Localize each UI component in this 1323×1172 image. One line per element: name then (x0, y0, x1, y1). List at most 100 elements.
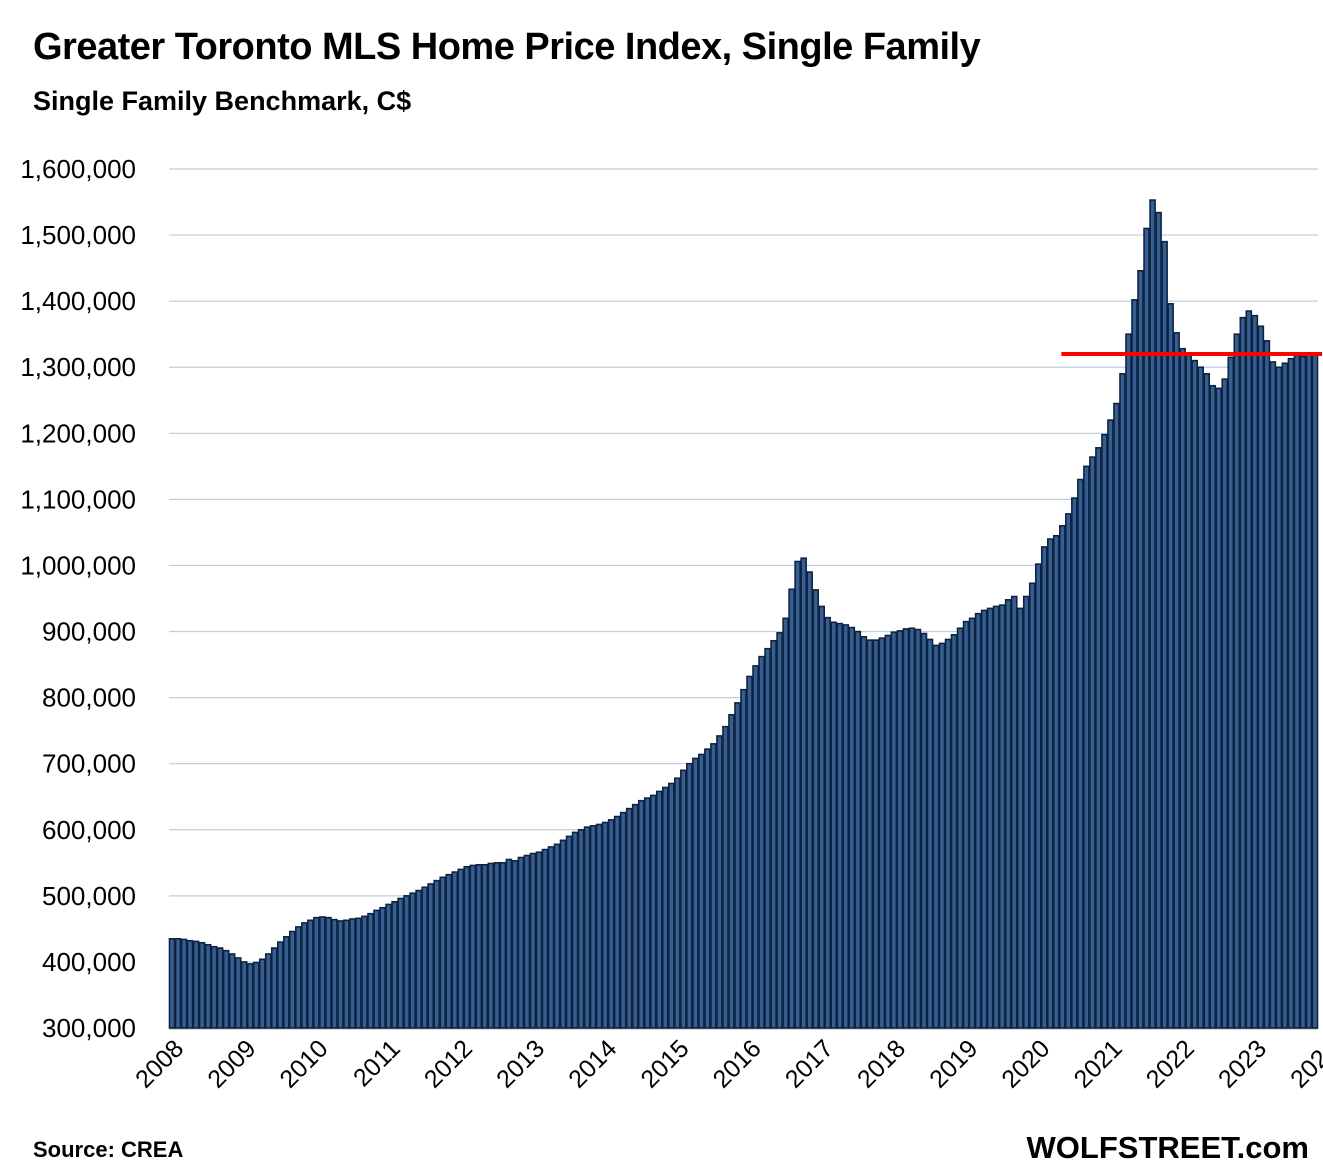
bar (222, 949, 230, 1029)
bar (824, 616, 832, 1029)
bar (860, 636, 868, 1029)
bar (547, 846, 555, 1029)
x-tick-label: 2011 (348, 1034, 406, 1092)
x-tick-label: 2019 (924, 1034, 983, 1093)
y-tick-label: 500,000 (42, 881, 136, 911)
y-tick-label: 600,000 (42, 815, 136, 845)
bar (1257, 325, 1265, 1029)
bar (565, 835, 573, 1029)
bar (607, 819, 615, 1029)
bar (692, 757, 699, 1029)
bar (1215, 387, 1223, 1029)
bar (373, 909, 380, 1029)
bar (361, 915, 368, 1029)
y-tick-label: 800,000 (42, 683, 136, 713)
bar (1281, 362, 1289, 1029)
bar (710, 743, 717, 1029)
bar (926, 638, 934, 1029)
bar (1004, 599, 1012, 1029)
bar (246, 963, 254, 1029)
bar (1227, 356, 1235, 1029)
bar (613, 815, 621, 1029)
bar (788, 588, 795, 1029)
bar (1053, 534, 1060, 1029)
bar (878, 637, 886, 1029)
bar (307, 919, 314, 1029)
x-tick-label: 2013 (491, 1034, 550, 1093)
bar (427, 883, 434, 1029)
bar (180, 938, 188, 1029)
bar (439, 876, 447, 1029)
x-tick-label: 2008 (130, 1034, 189, 1093)
bar (1125, 333, 1132, 1029)
chart-subtitle: Single Family Benchmark, C$ (33, 86, 412, 116)
bar (1233, 333, 1241, 1029)
bar (1179, 347, 1186, 1029)
y-tick-label: 900,000 (42, 617, 136, 647)
y-tick-label: 1,400,000 (20, 286, 136, 316)
bar (367, 912, 374, 1029)
bar (475, 863, 483, 1029)
bar (704, 748, 711, 1029)
bar (686, 762, 693, 1029)
bar (403, 895, 410, 1029)
bar (1221, 378, 1229, 1029)
bar (481, 863, 489, 1029)
bar (415, 889, 422, 1029)
bar (571, 831, 579, 1029)
bar (391, 900, 398, 1029)
bar (986, 607, 994, 1029)
bar (1046, 538, 1054, 1029)
x-tick-label: 2021 (1069, 1034, 1128, 1093)
bar (1040, 546, 1048, 1029)
y-tick-label: 1,500,000 (20, 220, 136, 250)
bar (758, 655, 765, 1029)
bar (1203, 373, 1211, 1029)
bar (1299, 355, 1307, 1029)
bar (962, 620, 970, 1029)
bar (1119, 373, 1126, 1029)
bar (842, 624, 850, 1029)
bar (806, 571, 813, 1029)
bar (884, 634, 892, 1029)
bar (1149, 199, 1156, 1029)
bar (601, 821, 609, 1029)
bar (463, 865, 471, 1029)
bar (1263, 339, 1271, 1029)
bar (848, 626, 856, 1029)
bar (1197, 366, 1205, 1029)
bar (589, 825, 597, 1029)
bar (950, 634, 958, 1029)
x-tick-label: 2022 (1141, 1034, 1200, 1093)
bar (421, 886, 428, 1029)
y-tick-label: 1,300,000 (20, 352, 136, 382)
bar (782, 617, 789, 1029)
y-tick-label: 1,100,000 (20, 484, 136, 514)
bar (1191, 359, 1198, 1029)
bar (1167, 302, 1174, 1029)
bar (1107, 419, 1114, 1029)
bar (1251, 314, 1259, 1029)
bar (295, 926, 302, 1029)
bar (674, 777, 681, 1029)
bar (577, 828, 585, 1029)
bar (740, 688, 747, 1029)
y-tick-label: 400,000 (42, 947, 136, 977)
bar (1065, 513, 1072, 1029)
bar (1010, 595, 1018, 1029)
bar (1209, 384, 1217, 1029)
bar (637, 799, 645, 1029)
bar (920, 632, 928, 1029)
bar (1089, 456, 1096, 1029)
x-tick-label: 2012 (419, 1034, 478, 1093)
y-tick-label: 1,000,000 (20, 550, 136, 580)
bar (174, 937, 182, 1029)
chart-title: Greater Toronto MLS Home Price Index, Si… (33, 26, 981, 68)
x-axis-ticks: 2008 2009 2010 2011 2012 2013 2014 2015 2016 2017… (130, 1034, 1323, 1093)
bar (168, 937, 176, 1029)
bar (1095, 447, 1102, 1029)
bar (541, 848, 549, 1029)
bar (204, 943, 212, 1029)
bar (505, 858, 513, 1029)
bar (722, 725, 729, 1029)
